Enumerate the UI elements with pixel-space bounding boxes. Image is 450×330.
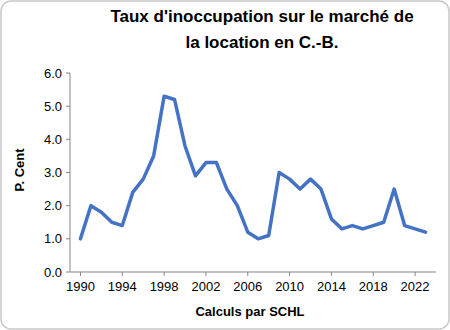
x-axis-label: Calculs par SCHL bbox=[195, 304, 304, 319]
y-tick-label: 4.0 bbox=[44, 132, 62, 147]
x-tick bbox=[205, 272, 206, 276]
x-tick bbox=[164, 272, 165, 276]
y-tick-label: 2.0 bbox=[44, 198, 62, 213]
y-tick bbox=[66, 139, 70, 140]
y-tick bbox=[66, 172, 70, 173]
x-tick bbox=[331, 272, 332, 276]
y-tick-label: 1.0 bbox=[44, 231, 62, 246]
y-tick-label: 6.0 bbox=[44, 66, 62, 81]
x-tick-label: 2014 bbox=[317, 279, 346, 294]
x-tick bbox=[373, 272, 374, 276]
y-tick-label: 0.0 bbox=[44, 265, 62, 280]
x-tick bbox=[247, 272, 248, 276]
title: Taux d'inoccupation sur le marché de la l… bbox=[110, 7, 413, 52]
x-tick-label: 1994 bbox=[108, 279, 137, 294]
y-tick-label: 5.0 bbox=[44, 99, 62, 114]
y-tick-label: 3.0 bbox=[44, 165, 62, 180]
y-axis bbox=[70, 73, 71, 272]
title-line: la location en C.-B. bbox=[185, 33, 338, 52]
x-axis bbox=[70, 272, 436, 273]
frame bbox=[1, 1, 449, 329]
y-axis-label: P. Cent bbox=[12, 148, 27, 192]
plot-area bbox=[80, 96, 425, 239]
y-tick bbox=[66, 205, 70, 206]
x-tick-label: 2010 bbox=[275, 279, 304, 294]
y-tick bbox=[66, 106, 70, 107]
y-tick bbox=[66, 272, 70, 273]
x-tick-label: 2002 bbox=[191, 279, 220, 294]
x-tick-label: 1998 bbox=[150, 279, 179, 294]
chart: Taux d'inoccupation sur le marché de la l… bbox=[0, 0, 450, 330]
x-tick bbox=[122, 272, 123, 276]
x-tick-label: 2006 bbox=[233, 279, 262, 294]
x-tick-label: 2018 bbox=[359, 279, 388, 294]
x-tick bbox=[80, 272, 81, 276]
x-tick bbox=[415, 272, 416, 276]
data-line bbox=[80, 96, 425, 239]
x-tick-label: 1990 bbox=[66, 279, 95, 294]
x-tick-label: 2022 bbox=[401, 279, 430, 294]
y-tick bbox=[66, 73, 70, 74]
title-line: Taux d'inoccupation sur le marché de bbox=[110, 7, 413, 26]
x-tick bbox=[289, 272, 290, 276]
y-tick bbox=[66, 238, 70, 239]
